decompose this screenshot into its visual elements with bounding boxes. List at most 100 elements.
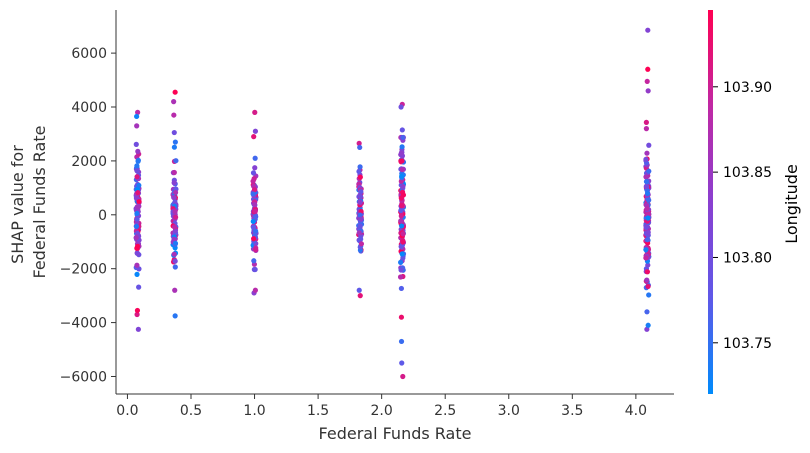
scatter-point [400,134,406,141]
scatter-point [136,203,142,209]
scatter-point [644,183,650,190]
scatter-point [172,189,179,196]
scatter-point [251,134,257,140]
scatter-point [645,27,651,33]
scatter-point [253,214,259,220]
scatter-point [172,264,178,270]
scatter-point [358,216,364,222]
scatter-point [399,251,405,257]
scatter-point [253,228,259,234]
scatter-point [171,144,177,150]
scatter-point [644,150,650,156]
scatter-point [134,271,140,277]
scatter-point [134,311,140,318]
scatter-point [643,126,650,132]
scatter-point [643,119,649,125]
scatter-point [136,182,142,188]
scatter-point [135,190,141,196]
colorbar-tick-label: 103.85 [723,165,772,181]
y-tick-label: 0 [98,208,107,224]
y-axis-ticks: −6000 −4000 −2000 0 2000 4000 6000 [60,46,116,385]
colorbar-tick-label: 103.75 [723,336,772,352]
x-tick-label: 3.5 [561,403,583,419]
scatter-point [399,127,405,133]
y-axis-label-line-2: Federal Funds Rate [30,126,49,279]
scatter-point [134,168,140,174]
x-tick-label: 1.5 [307,403,329,419]
scatter-point [253,247,259,253]
scatter-point [252,165,258,171]
scatter-point [171,194,177,201]
scatter-point [357,144,363,151]
scatter-point [171,224,178,230]
scatter-point [357,164,363,170]
scatter-point [398,338,405,345]
scatter-point [172,139,178,145]
scatter-point [644,237,650,243]
x-tick-label: 4.0 [625,403,647,419]
scatter-point [357,199,363,205]
scatter-point [252,155,258,161]
scatter-point [171,112,177,118]
y-tick-label: 4000 [71,100,107,116]
scatter-point [357,194,364,200]
scatter-point [135,148,141,154]
scatter-point [173,214,179,220]
scatter-point [172,313,178,319]
scatter-point [400,239,406,245]
scatter-point [643,255,649,261]
scatter-point [134,210,140,217]
colorbar-tick-label: 103.80 [723,250,772,266]
y-tick-label: −6000 [60,369,107,385]
y-tick-label: 6000 [71,46,107,62]
scatter-point [400,183,406,189]
scatter-point [171,99,177,105]
scatter-point [252,202,258,208]
scatter-point [399,223,405,229]
y-axis-label: SHAP value for Federal Funds Rate [8,126,49,279]
scatter-point [252,266,258,273]
scatter-point [134,113,140,120]
scatter-point [134,163,140,169]
scatter-point [135,326,141,332]
scatter-points [133,27,652,380]
x-axis-label: Federal Funds Rate [319,424,472,443]
scatter-point [172,209,178,215]
scatter-point [644,277,650,283]
scatter-point [133,223,140,229]
colorbar-ticks: 103.75 103.80 103.85 103.90 [713,80,772,352]
scatter-point [645,283,651,290]
scatter-point [400,373,406,380]
scatter-point [136,199,142,205]
scatter-point [135,158,141,164]
scatter-point [399,166,405,173]
scatter-point [645,322,651,328]
scatter-point [356,230,362,236]
scatter-point [173,158,179,164]
x-tick-label: 1.0 [243,403,265,419]
scatter-point [398,259,404,265]
scatter-point [645,211,651,217]
x-tick-label: 2.0 [371,403,393,419]
scatter-point [171,180,177,186]
scatter-point [398,203,405,209]
scatter-point [643,247,649,253]
y-tick-label: −4000 [60,316,107,332]
scatter-point [357,212,363,218]
scatter-point [133,141,139,147]
scatter-point [644,205,650,212]
scatter-point [250,191,256,197]
scatter-point [645,88,651,94]
scatter-point [250,224,257,230]
y-tick-label: −2000 [60,262,107,278]
scatter-point [134,262,140,268]
x-tick-label: 0.5 [180,403,202,419]
scatter-point [172,240,179,246]
scatter-point [643,174,649,180]
scatter-point [399,173,405,179]
scatter-point [398,207,404,214]
scatter-point [251,258,257,264]
scatter-point [399,144,405,150]
scatter-point [134,250,141,257]
